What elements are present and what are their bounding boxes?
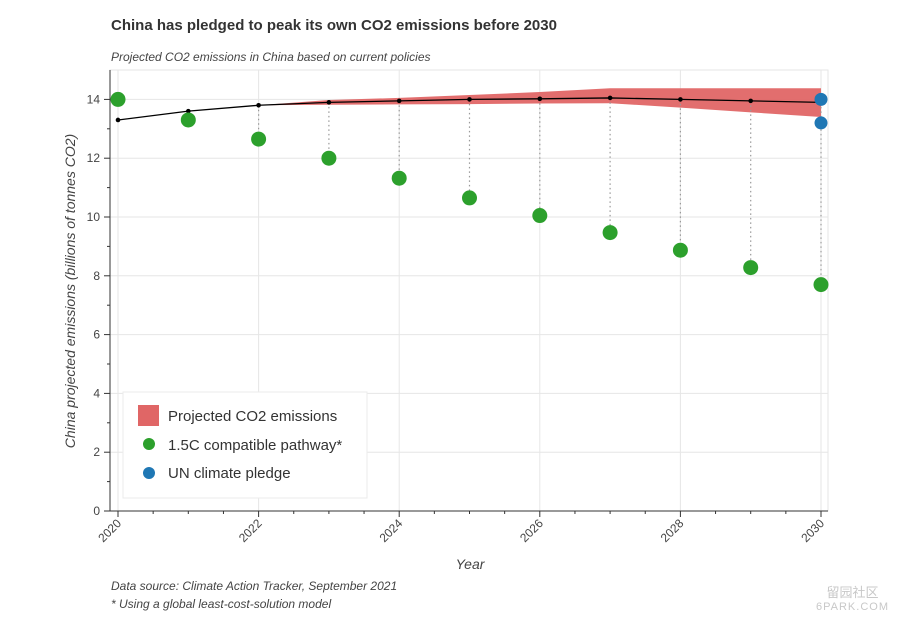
drop-lines: [187, 97, 822, 285]
pathway-point: [321, 150, 337, 166]
pathway-point: [391, 170, 407, 186]
x-tick-label: 2024: [377, 516, 406, 545]
pathway-point: [743, 260, 759, 276]
y-tick-label: 8: [93, 269, 100, 283]
y-axis-title: China projected emissions (billions of t…: [62, 134, 78, 448]
projected-point: [256, 102, 261, 108]
source-note: Data source: Climate Action Tracker, Sep…: [111, 579, 398, 593]
chart-title: China has pledged to peak its own CO2 em…: [111, 17, 557, 34]
x-tick-label: 2030: [798, 516, 827, 545]
projected-point: [326, 100, 332, 105]
projected-point: [115, 117, 121, 123]
projected-point: [186, 108, 191, 114]
pledge-point: [814, 92, 828, 106]
watermark-text: 留园社区: [826, 585, 879, 600]
projected-point: [607, 95, 613, 101]
pledge-point: [814, 116, 828, 130]
pathway-point: [813, 277, 829, 293]
pathway-point: [251, 131, 267, 147]
legend-label-pledge: UN climate pledge: [168, 465, 291, 482]
projected-point: [748, 98, 753, 104]
y-tick-label: 10: [87, 210, 101, 224]
y-tick-label: 12: [87, 151, 101, 165]
y-tick-label: 14: [87, 92, 101, 106]
pathway-point: [672, 242, 688, 258]
projected-point: [467, 97, 472, 102]
projected-point: [537, 96, 543, 102]
pathway-point: [532, 208, 548, 224]
model-footnote: * Using a global least-cost-solution mod…: [111, 597, 332, 611]
y-tick-label: 2: [93, 445, 100, 459]
legend-box: [122, 391, 368, 499]
projected-point: [396, 98, 402, 104]
legend-swatch-projected: [138, 405, 159, 426]
y-tick-label: 6: [93, 328, 100, 342]
y-tick-label: 4: [93, 386, 100, 400]
legend-swatch-pledge: [143, 467, 155, 479]
x-axis-title: Year: [456, 556, 486, 572]
legend: Projected CO2 emissions 1.5C compatible …: [122, 391, 368, 499]
pathway-point: [462, 190, 477, 206]
projected-range-layer: [258, 88, 822, 118]
pathway-point: [110, 91, 126, 107]
watermark-url: 6PARK.COM: [816, 601, 889, 613]
projected-point: [678, 97, 683, 102]
x-tick-label: 2026: [517, 516, 546, 545]
projected-range-band: [258, 88, 822, 118]
x-tick-label: 2028: [658, 516, 687, 545]
watermark: 留园社区 6PARK.COM: [816, 586, 889, 614]
y-tick-label: 0: [93, 504, 100, 518]
x-tick-label: 2020: [95, 516, 124, 545]
x-tick-label: 2022: [236, 516, 265, 545]
y-axis-ticks: 0 2 4 6 8 10 12 14: [87, 92, 110, 518]
x-axis-ticks: 2020 2022 2024 2026 2028 2030: [95, 511, 827, 545]
pathway-point: [602, 225, 618, 241]
chart-subtitle: Projected CO2 emissions in China based o…: [111, 50, 431, 64]
pathway-point: [180, 112, 196, 128]
legend-label-projected: Projected CO2 emissions: [168, 408, 337, 425]
legend-swatch-pathway: [143, 438, 155, 450]
points-layer: [110, 91, 829, 293]
legend-label-pathway: 1.5C compatible pathway*: [168, 437, 342, 454]
